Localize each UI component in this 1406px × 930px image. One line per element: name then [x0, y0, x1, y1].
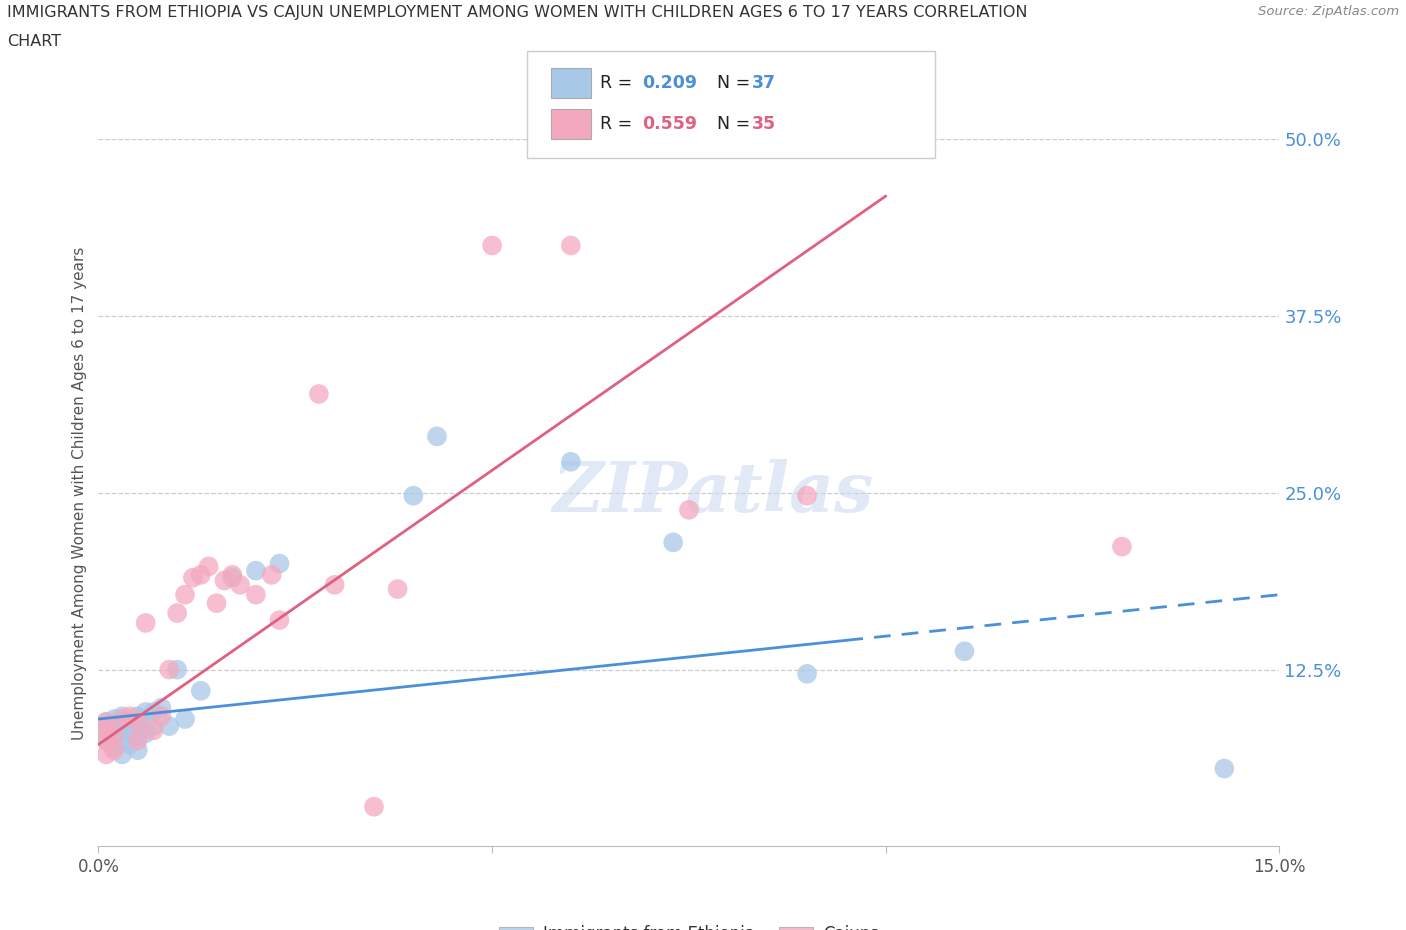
- Point: [323, 578, 346, 592]
- Legend: Immigrants from Ethiopia, Cajuns: Immigrants from Ethiopia, Cajuns: [492, 918, 886, 930]
- Text: 0.559: 0.559: [643, 114, 697, 133]
- Text: N =: N =: [706, 114, 755, 133]
- Point: [118, 725, 141, 740]
- Point: [127, 728, 149, 743]
- Text: IMMIGRANTS FROM ETHIOPIA VS CAJUN UNEMPLOYMENT AMONG WOMEN WITH CHILDREN AGES 6 : IMMIGRANTS FROM ETHIOPIA VS CAJUN UNEMPL…: [7, 5, 1028, 20]
- Point: [157, 719, 180, 734]
- Point: [127, 709, 149, 724]
- Point: [111, 711, 134, 726]
- Y-axis label: Unemployment Among Women with Children Ages 6 to 17 years: Unemployment Among Women with Children A…: [72, 246, 87, 739]
- Point: [111, 733, 134, 748]
- Point: [678, 502, 700, 517]
- Point: [221, 570, 243, 585]
- Point: [150, 700, 173, 715]
- Point: [118, 709, 141, 724]
- Point: [142, 719, 165, 734]
- Text: 0.209: 0.209: [643, 73, 697, 92]
- Point: [111, 709, 134, 724]
- Point: [560, 455, 582, 470]
- Point: [245, 564, 267, 578]
- Point: [308, 387, 330, 402]
- Text: R =: R =: [600, 73, 638, 92]
- Point: [127, 719, 149, 734]
- Point: [796, 488, 818, 503]
- Text: R =: R =: [600, 114, 638, 133]
- Point: [269, 556, 291, 571]
- Point: [111, 719, 134, 734]
- Point: [1111, 539, 1133, 554]
- Point: [1213, 761, 1236, 776]
- Point: [166, 605, 188, 620]
- Point: [245, 587, 267, 602]
- Point: [127, 743, 149, 758]
- Point: [111, 747, 134, 762]
- Text: ZIPatlas: ZIPatlas: [553, 459, 873, 526]
- Point: [221, 567, 243, 582]
- Point: [174, 587, 197, 602]
- Point: [260, 567, 283, 582]
- Point: [96, 733, 118, 748]
- Point: [103, 740, 125, 755]
- Point: [118, 737, 141, 752]
- Point: [953, 644, 976, 658]
- Point: [127, 714, 149, 729]
- Point: [387, 581, 409, 596]
- Point: [166, 662, 188, 677]
- Point: [157, 662, 180, 677]
- Point: [181, 570, 204, 585]
- Point: [796, 667, 818, 682]
- Point: [96, 714, 118, 729]
- Point: [269, 613, 291, 628]
- Point: [197, 559, 219, 574]
- Point: [103, 743, 125, 758]
- Point: [96, 747, 118, 762]
- Point: [190, 684, 212, 698]
- Text: N =: N =: [706, 73, 755, 92]
- Text: Source: ZipAtlas.com: Source: ZipAtlas.com: [1258, 5, 1399, 18]
- Point: [103, 728, 125, 743]
- Point: [205, 596, 228, 611]
- Point: [96, 733, 118, 748]
- Text: 35: 35: [752, 114, 776, 133]
- Point: [150, 709, 173, 724]
- Point: [103, 711, 125, 726]
- Point: [481, 238, 503, 253]
- Point: [103, 719, 125, 734]
- Point: [135, 705, 157, 720]
- Text: 37: 37: [752, 73, 776, 92]
- Point: [135, 725, 157, 740]
- Text: CHART: CHART: [7, 34, 60, 49]
- Point: [118, 714, 141, 729]
- Point: [135, 616, 157, 631]
- Point: [229, 578, 252, 592]
- Point: [426, 429, 449, 444]
- Point: [103, 728, 125, 743]
- Point: [174, 711, 197, 726]
- Point: [560, 238, 582, 253]
- Point: [96, 723, 118, 737]
- Point: [363, 799, 385, 814]
- Point: [142, 723, 165, 737]
- Point: [402, 488, 425, 503]
- Point: [662, 535, 685, 550]
- Point: [96, 714, 118, 729]
- Point: [127, 733, 149, 748]
- Point: [96, 723, 118, 737]
- Point: [214, 573, 236, 588]
- Point: [190, 567, 212, 582]
- Point: [142, 705, 165, 720]
